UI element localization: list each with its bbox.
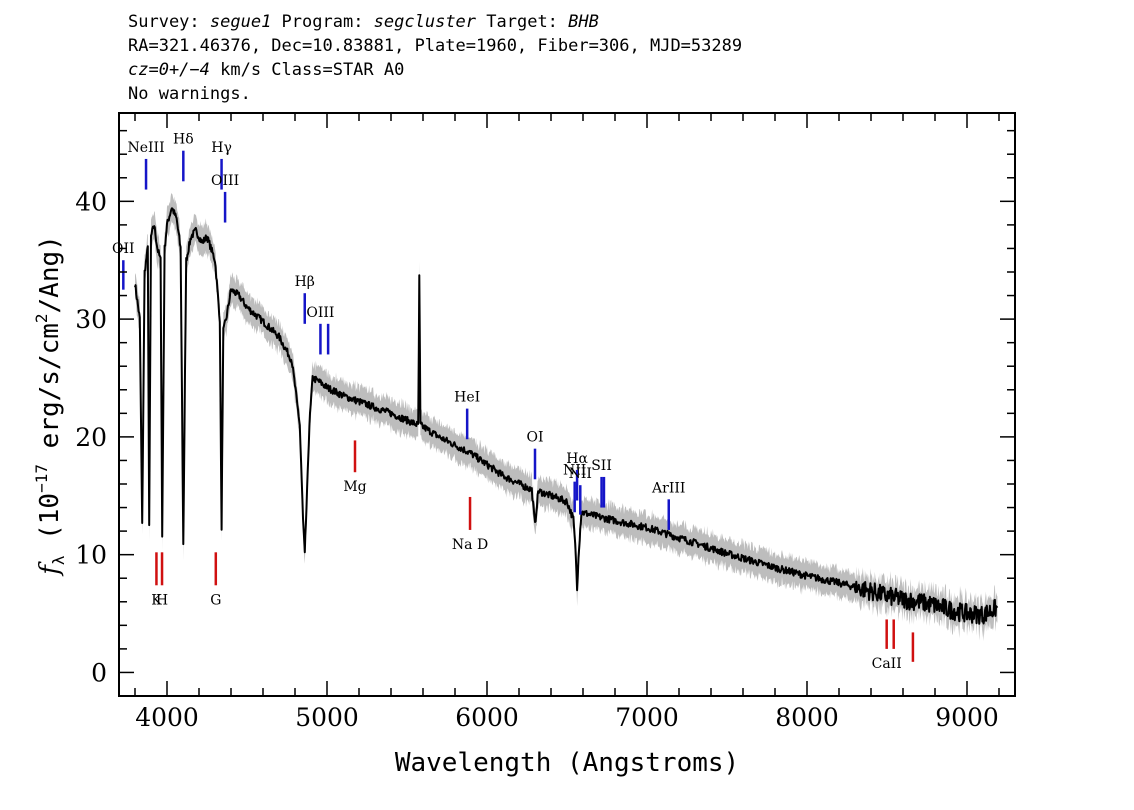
x-tick-label: 7000 (615, 703, 679, 732)
emission-label: SII (591, 458, 612, 474)
x-tick-label: 9000 (935, 703, 999, 732)
emission-label: Hγ (211, 140, 232, 156)
y-tick-label: 30 (75, 305, 107, 334)
y-tick-label: 10 (75, 541, 107, 570)
absorption-label: Na D (452, 537, 488, 553)
header-line-survey: Survey: segue1 Program: segcluster Targe… (128, 10, 742, 34)
absorption-label: Mg (343, 479, 366, 495)
absorption-label: K (151, 592, 162, 608)
target-label: Target: (476, 12, 569, 32)
y-tick-label: 40 (75, 187, 107, 216)
spectrum-header: Survey: segue1 Program: segcluster Targe… (128, 10, 742, 106)
emission-label: OII (112, 241, 135, 257)
y-tick-label: 0 (91, 658, 107, 687)
y-axis-title: fλ (10−17 erg/s/cm2/Ang) (32, 235, 68, 577)
emission-label: Hβ (295, 274, 315, 290)
plot-frame (118, 112, 1016, 697)
absorption-label: CaII (872, 656, 902, 672)
emission-label: ArIII (651, 480, 685, 496)
emission-label: OIII (211, 173, 239, 189)
redshift-value: cz=0+/−4 (128, 60, 210, 80)
x-tick-label: 5000 (295, 703, 359, 732)
emission-label: NeIII (127, 140, 164, 156)
emission-label: OI (526, 430, 543, 446)
program-label: Program: (271, 12, 374, 32)
error-band (135, 192, 998, 642)
header-line-warnings: No warnings. (128, 84, 251, 104)
y-tick-label: 20 (75, 423, 107, 452)
x-tick-label: 6000 (455, 703, 519, 732)
survey-value: segue1 (209, 12, 272, 32)
header-line-coordinates: RA=321.46376, Dec=10.83881, Plate=1960, … (128, 36, 743, 56)
header-line-redshift: cz=0+/−4 km/s Class=STAR A0 (128, 58, 742, 82)
emission-label: Hα (566, 451, 588, 467)
survey-label: Survey: (128, 12, 210, 32)
absorption-label: G (210, 592, 221, 608)
emission-label: NII (563, 463, 586, 479)
x-tick-label: 4000 (135, 703, 199, 732)
emission-label: HeI (454, 390, 480, 406)
absorption-label: H (156, 592, 168, 608)
emission-label: NII (569, 466, 592, 482)
x-tick-label: 8000 (775, 703, 839, 732)
line-markers: NeIIIHδHγOIIIOIIHβOIIIHeIOINIIHαNIISIIAr… (112, 132, 915, 672)
spectrum-series (134, 207, 999, 625)
axis-ticks: 4000 5000 6000 7000 8000 9000 0 10 20 30 40 (75, 113, 1015, 732)
error-region (135, 192, 998, 642)
program-value: segcluster (373, 12, 477, 32)
emission-label: OIII (306, 305, 334, 321)
class-value: km/s Class=STAR A0 (209, 60, 405, 80)
spectrum-line (134, 207, 999, 625)
emission-label: Hδ (173, 132, 194, 148)
x-axis-title: Wavelength (Angstroms) (395, 748, 739, 778)
target-value: BHB (568, 12, 599, 32)
